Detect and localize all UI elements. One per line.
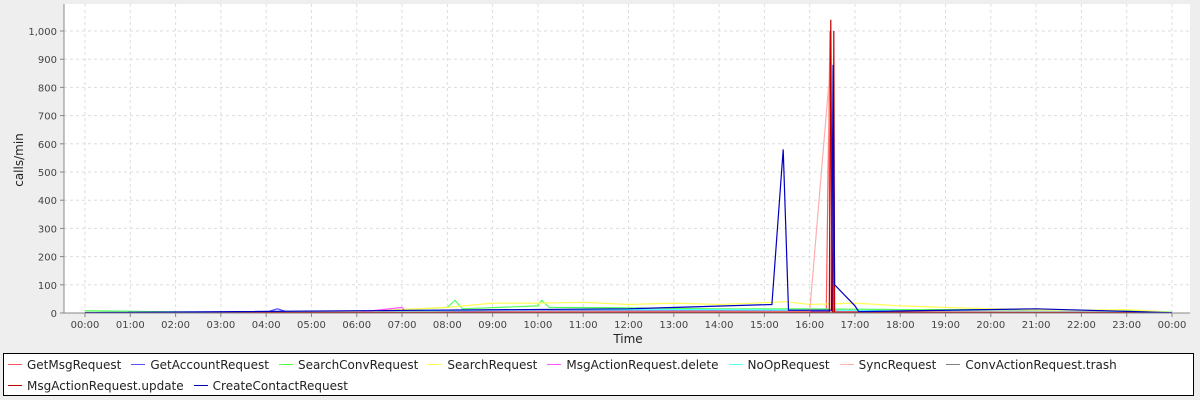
x-tick-label: 06:00 [342,320,371,331]
legend-swatch [193,385,208,386]
y-ticks: 0 100 200 300 400 500 600 700 800 900 1,000 [28,27,64,320]
legend-swatch [428,364,443,365]
legend-swatch [946,364,961,365]
legend-item: GetMsgRequest [8,354,121,375]
legend-swatch [547,364,562,365]
legend-item: SearchRequest [428,354,537,375]
x-tick-label: 17:00 [841,320,870,331]
y-tick-label: 600 [38,140,57,151]
legend-swatch [131,364,146,365]
x-tick-label: 22:00 [1067,320,1096,331]
legend-label: GetAccountRequest [150,357,269,372]
legend-swatch [278,364,293,365]
x-tick-label: 04:00 [252,320,281,331]
y-tick-label: 500 [38,168,57,179]
x-tick-label: 05:00 [297,320,326,331]
x-tick-label: 14:00 [705,320,734,331]
y-tick-label: 700 [38,112,57,123]
plot-area [64,4,1190,313]
grid [64,4,1190,313]
x-tick-label: 01:00 [116,320,145,331]
legend-label: MsgActionRequest.update [27,378,184,393]
legend-item: GetAccountRequest [131,354,269,375]
legend-item: MsgActionRequest.delete [547,354,719,375]
x-tick-label: 19:00 [931,320,960,331]
series-line-nooprequest [84,309,1173,313]
y-tick-label: 300 [38,224,57,235]
x-tick-label: 09:00 [478,320,507,331]
x-tick-label: 18:00 [886,320,915,331]
legend-label: SearchConvRequest [297,357,419,372]
x-tick-label: 08:00 [433,320,462,331]
x-tick-label: 02:00 [161,320,190,331]
y-tick-label: 1,000 [28,27,57,38]
legend-swatch [728,364,743,365]
legend-swatch [8,364,22,365]
legend-label: SyncRequest [858,357,937,372]
legend-item: SyncRequest [839,354,937,375]
legend-label: GetMsgRequest [27,357,122,372]
x-tick-label: 21:00 [1022,320,1051,331]
y-tick-label: 900 [38,55,57,66]
legend-item: NoOpRequest [728,354,830,375]
legend-label: CreateContactRequest [212,378,348,393]
y-tick-label: 0 [51,309,57,320]
legend-item: ConvActionRequest.trash [946,354,1117,375]
legend-swatch [8,385,22,386]
series-line-createcontactrequest [84,64,1173,314]
x-axis-label: Time [612,332,642,346]
x-tick-label: 16:00 [795,320,824,331]
y-tick-label: 200 [38,253,57,264]
x-tick-label: 20:00 [976,320,1005,331]
legend-item: SearchConvRequest [278,354,419,375]
x-tick-label: 23:00 [1112,320,1141,331]
legend: GetMsgRequest GetAccountRequest SearchConv… [3,353,1194,396]
x-tick-label: 00:00 [1158,320,1187,331]
x-tick-label: 10:00 [524,320,553,331]
x-tick-label: 00:00 [71,320,100,331]
x-tick-label: 15:00 [750,320,779,331]
x-ticks: 00:00 01:00 02:00 03:00 04:00 05:00 06:00 07:00… [71,313,1187,331]
x-tick-label: 12:00 [614,320,643,331]
legend-label: MsgActionRequest.delete [566,357,719,372]
legend-label: SearchRequest [447,357,538,372]
y-axis-label: calls/min [12,133,26,187]
legend-swatch [839,364,854,365]
legend-item: CreateContactRequest [193,375,348,396]
x-tick-label: 07:00 [388,320,417,331]
x-tick-label: 11:00 [569,320,598,331]
legend-item: MsgActionRequest.update [8,375,184,396]
x-tick-label: 03:00 [206,320,235,331]
legend-label: ConvActionRequest.trash [965,357,1117,372]
legend-label: NoOpRequest [747,357,830,372]
y-tick-label: 400 [38,196,57,207]
x-tick-label: 13:00 [659,320,688,331]
y-tick-label: 800 [38,83,57,94]
y-tick-label: 100 [38,281,57,292]
